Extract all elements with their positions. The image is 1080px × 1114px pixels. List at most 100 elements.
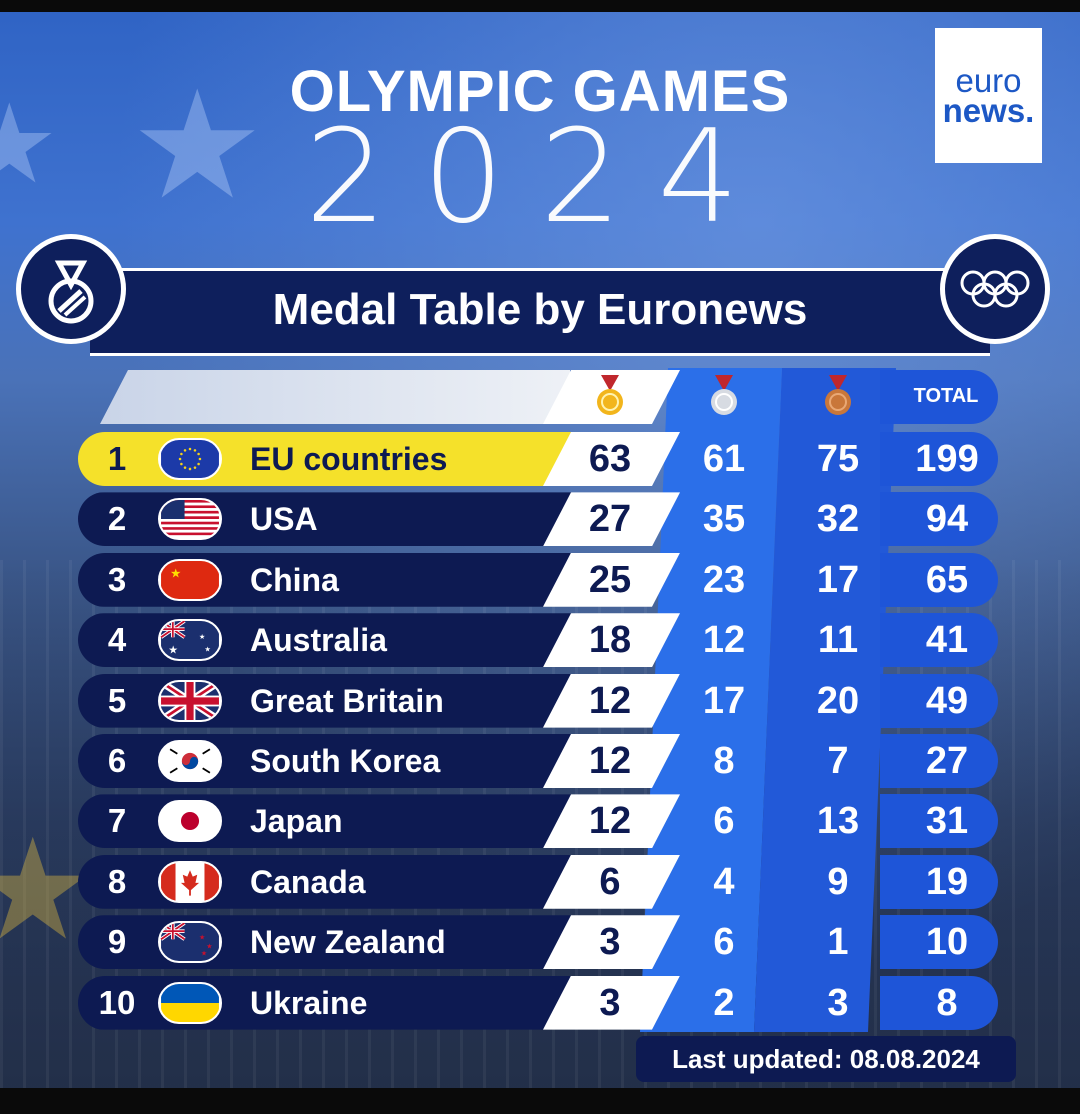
silver-count: 6: [713, 800, 735, 843]
rank-number: 5: [107, 681, 127, 719]
country-name: New Zealand: [250, 924, 446, 961]
china-flag-icon: ★: [158, 558, 222, 601]
svg-text:★: ★: [168, 645, 178, 657]
bronze-count: 32: [816, 498, 860, 541]
gold-count: 3: [599, 981, 621, 1024]
new-zealand-flag-icon: ★ ★ ★: [158, 921, 222, 964]
rank-number: 2: [107, 500, 127, 538]
total-cell: [880, 673, 998, 728]
total-count: 41: [925, 619, 969, 662]
total-cell: [880, 975, 998, 1030]
bronze-count: 3: [827, 981, 849, 1024]
medal-icon: [16, 234, 126, 344]
svg-text:★: ★: [201, 949, 207, 958]
star-decoration-icon: ★: [130, 61, 265, 229]
rank-number: 6: [107, 742, 127, 779]
silver-count: 61: [702, 438, 746, 480]
last-updated-badge: Last updated: 08.08.2024: [636, 1036, 1016, 1082]
headline: OLYMPIC GAMES: [289, 59, 791, 124]
table-row: [78, 492, 572, 546]
country-name: China: [250, 561, 339, 598]
eu-flag-icon: [158, 438, 222, 480]
gold-count: 3: [599, 921, 621, 964]
country-name: Japan: [250, 803, 343, 840]
rank-number: 9: [107, 923, 127, 961]
gold-count: 27: [588, 498, 632, 541]
silver-count: 2: [713, 981, 735, 1024]
bronze-count: 1: [827, 921, 849, 964]
table-header-strip: [100, 370, 570, 424]
gold-count: 12: [588, 740, 632, 782]
rank-number: 3: [107, 560, 127, 598]
total-cell: [880, 613, 998, 668]
logo-text-euro: euro: [955, 62, 1022, 99]
great-britain-flag-icon: [158, 679, 222, 722]
bronze-count: 9: [827, 860, 849, 903]
total-count: 49: [925, 679, 969, 722]
silver-medal-icon: [694, 368, 754, 424]
bronze-count: 75: [816, 438, 860, 480]
ukraine-flag-icon: [158, 981, 222, 1024]
rank-number: 10: [98, 983, 136, 1021]
banner-title: Medal Table by Euronews: [272, 285, 808, 334]
silver-count: 12: [702, 619, 746, 662]
bronze-column: [754, 368, 896, 1032]
country-name: Ukraine: [250, 984, 368, 1021]
silver-count: 17: [702, 679, 746, 722]
bronze-count: 13: [816, 800, 860, 843]
country-name: Canada: [250, 863, 366, 900]
rank-number: 8: [107, 862, 127, 900]
bronze-count: 11: [817, 619, 859, 662]
total-header: TOTAL: [913, 384, 979, 407]
total-cell: [880, 794, 998, 849]
bronze-count: 20: [816, 679, 860, 722]
bottom-border: [0, 1088, 1080, 1114]
last-updated-text: Last updated: 08.08.2024: [672, 1044, 980, 1074]
logo-text-news: news.: [942, 92, 1035, 129]
svg-text:★: ★: [206, 942, 212, 951]
country-name: South Korea: [250, 743, 441, 779]
bronze-count: 17: [816, 558, 860, 601]
rank-number: 7: [107, 802, 127, 840]
gold-count: 6: [599, 860, 621, 903]
total-cell: [880, 734, 998, 788]
euronews-logo: euro news.: [935, 28, 1042, 163]
total-count: 199: [915, 438, 979, 480]
year-title: 2024: [305, 103, 775, 252]
total-cell: [880, 854, 998, 909]
silver-count: 8: [713, 740, 735, 782]
usa-flag-icon: [158, 498, 222, 541]
canada-flag-icon: [158, 860, 222, 903]
country-name: Great Britain: [250, 682, 444, 719]
title-banner: Medal Table by Euronews: [90, 268, 990, 356]
total-header-cell: [880, 370, 998, 424]
total-count: 31: [925, 800, 969, 843]
country-name: USA: [250, 501, 318, 538]
silver-count: 23: [702, 558, 746, 601]
silver-count: 6: [713, 921, 735, 964]
total-count: 65: [925, 558, 969, 601]
australia-flag-icon: ★ ★ ★: [158, 619, 222, 662]
total-count: 8: [936, 981, 958, 1024]
gold-count: 18: [588, 619, 632, 662]
total-count: 19: [925, 860, 969, 903]
rank-number: 4: [107, 621, 127, 659]
japan-flag-icon: [158, 800, 222, 843]
total-cell: [880, 915, 998, 970]
total-cell: [880, 492, 998, 547]
star-decoration-icon: ★: [0, 83, 59, 206]
bronze-medal-icon: [808, 368, 868, 424]
silver-count: 4: [713, 860, 735, 903]
total-cell: [880, 552, 998, 607]
bronze-count: 7: [827, 740, 849, 782]
silver-count: 35: [702, 498, 746, 541]
total-cell: [880, 432, 998, 486]
gold-count: 25: [588, 558, 632, 601]
total-count: 10: [925, 921, 969, 964]
rank-number: 1: [107, 440, 127, 477]
svg-text:★: ★: [204, 645, 210, 654]
gold-count: 12: [588, 679, 632, 722]
olympic-rings-icon: [940, 234, 1050, 344]
total-count: 27: [925, 740, 969, 782]
svg-text:★: ★: [170, 566, 181, 580]
